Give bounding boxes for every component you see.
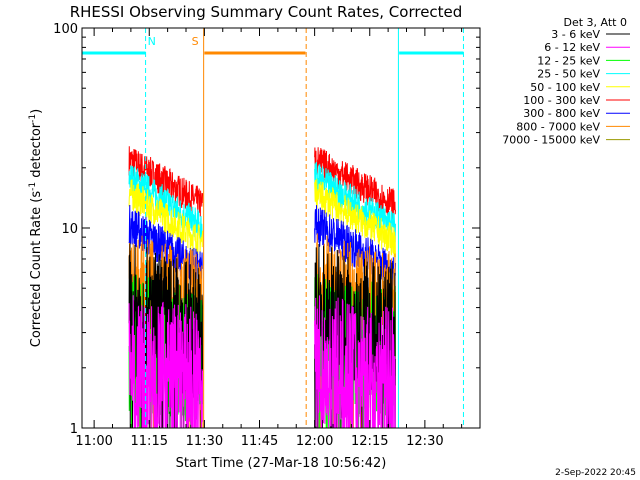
- legend-entry: 50 - 100 keV: [530, 81, 630, 94]
- series-trace: [314, 178, 396, 258]
- series-trace: [128, 243, 204, 428]
- legend-label: 3 - 6 keV: [551, 28, 600, 41]
- legend-label: 25 - 50 keV: [537, 68, 600, 81]
- legend-label: 12 - 25 keV: [537, 54, 600, 67]
- x-tick-label: 11:30: [186, 434, 223, 449]
- timestamp: 2-Sep-2022 20:45: [555, 468, 636, 478]
- y-tick-label: 10: [61, 222, 78, 237]
- legend-entry: 100 - 300 keV: [523, 94, 630, 107]
- y-tick-label: 1: [70, 422, 78, 437]
- x-tick-label: 11:15: [131, 434, 168, 449]
- x-tick-label: 11:45: [241, 434, 278, 449]
- legend-label: 50 - 100 keV: [530, 81, 600, 94]
- legend-header: Det 3, Att 0: [564, 16, 628, 29]
- legend-label: 6 - 12 keV: [544, 41, 600, 54]
- y-axis: 1 10 100: [53, 22, 480, 437]
- plot-area: [128, 146, 396, 428]
- x-axis-label: Start Time (27-Mar-18 10:56:42): [176, 456, 387, 471]
- series-trace: [128, 295, 204, 428]
- legend-entry: 300 - 800 keV: [523, 107, 630, 120]
- x-axis: 11:00 11:15 11:30 11:45 12:00 12:15 12:30: [75, 28, 481, 449]
- x-tick-label: 12:15: [351, 434, 388, 449]
- series-trace: [128, 165, 204, 241]
- legend-entry: 6 - 12 keV: [544, 41, 630, 54]
- legend-entry: 800 - 7000 keV: [516, 120, 630, 133]
- legend-entry: 25 - 50 keV: [537, 68, 630, 81]
- chart-title: RHESSI Observing Summary Count Rates, Co…: [70, 3, 463, 21]
- legend-label: 300 - 800 keV: [523, 107, 600, 120]
- x-tick-label: 12:00: [296, 434, 333, 449]
- series-trace: [314, 161, 396, 243]
- x-tick-label: 11:00: [75, 434, 112, 449]
- legend-entry: 12 - 25 keV: [537, 54, 630, 67]
- y-tick-label: 100: [53, 22, 78, 37]
- mode-marker: [397, 28, 464, 428]
- y-axis-label: Corrected Count Rate (s-1 detector-1): [28, 109, 44, 347]
- legend-label: 7000 - 15000 keV: [502, 134, 600, 147]
- series-trace: [314, 295, 396, 428]
- mode-label: N: [148, 35, 156, 48]
- legend-entry: 7000 - 15000 keV: [502, 134, 630, 147]
- mode-label: S: [192, 35, 199, 48]
- legend-label: 100 - 300 keV: [523, 94, 600, 107]
- x-tick-label: 12:30: [406, 434, 443, 449]
- mode-marker: S: [192, 28, 307, 428]
- legend-entry: 3 - 6 keV: [551, 28, 630, 41]
- legend-label: 800 - 7000 keV: [516, 120, 600, 133]
